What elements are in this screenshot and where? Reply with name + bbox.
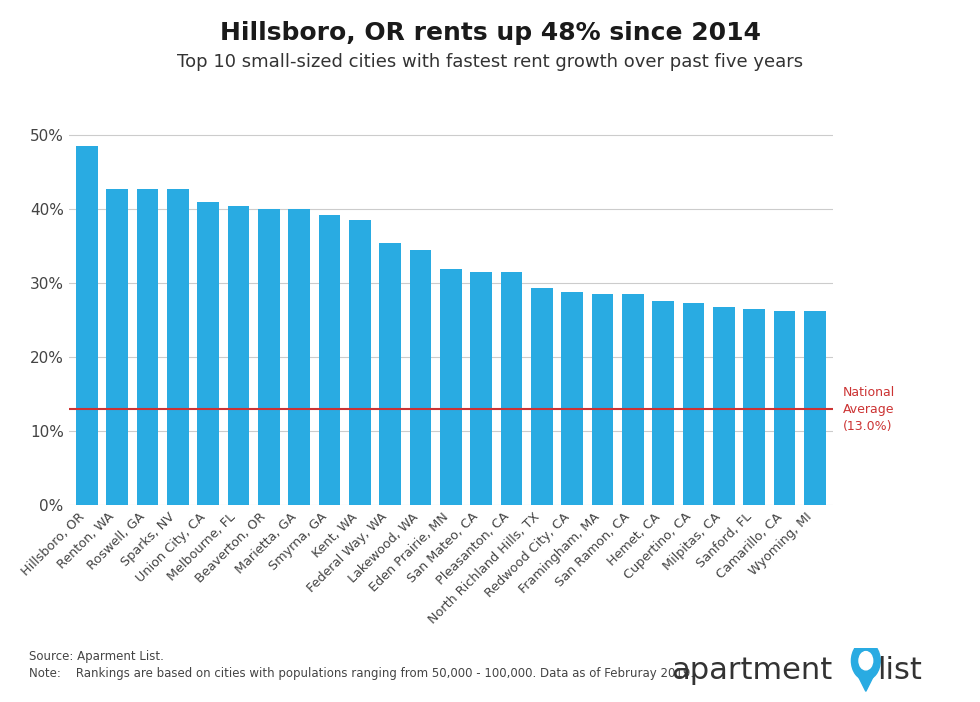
Text: apartment: apartment: [671, 656, 833, 685]
Polygon shape: [858, 676, 873, 691]
Bar: [349, 220, 370, 505]
Bar: [592, 293, 613, 505]
Bar: [288, 209, 310, 505]
Bar: [197, 202, 220, 505]
Text: Source: Aparment List.: Source: Aparment List.: [29, 650, 165, 663]
Bar: [75, 147, 98, 505]
Bar: [622, 294, 644, 505]
Circle shape: [852, 642, 880, 680]
Bar: [106, 190, 128, 505]
Bar: [773, 311, 796, 505]
Text: Note:    Rankings are based on cities with populations ranging from 50,000 - 100: Note: Rankings are based on cities with …: [29, 666, 695, 680]
Bar: [743, 310, 765, 505]
Bar: [804, 311, 826, 505]
Text: list: list: [877, 656, 922, 685]
Text: National
Average
(13.0%): National Average (13.0%): [843, 385, 895, 432]
Bar: [227, 206, 249, 505]
Bar: [501, 272, 522, 505]
Bar: [653, 301, 674, 505]
Bar: [440, 270, 462, 505]
Bar: [470, 272, 492, 505]
Text: Top 10 small-sized cities with fastest rent growth over past five years: Top 10 small-sized cities with fastest r…: [177, 53, 803, 71]
Bar: [531, 288, 553, 505]
Bar: [682, 303, 705, 505]
Bar: [712, 307, 735, 505]
Circle shape: [858, 651, 873, 670]
Bar: [410, 250, 431, 505]
Bar: [258, 208, 279, 505]
Bar: [379, 243, 401, 505]
Text: Hillsboro, OR rents up 48% since 2014: Hillsboro, OR rents up 48% since 2014: [220, 21, 760, 45]
Bar: [136, 190, 159, 505]
Bar: [562, 292, 583, 505]
Bar: [318, 216, 340, 505]
Bar: [167, 190, 189, 505]
